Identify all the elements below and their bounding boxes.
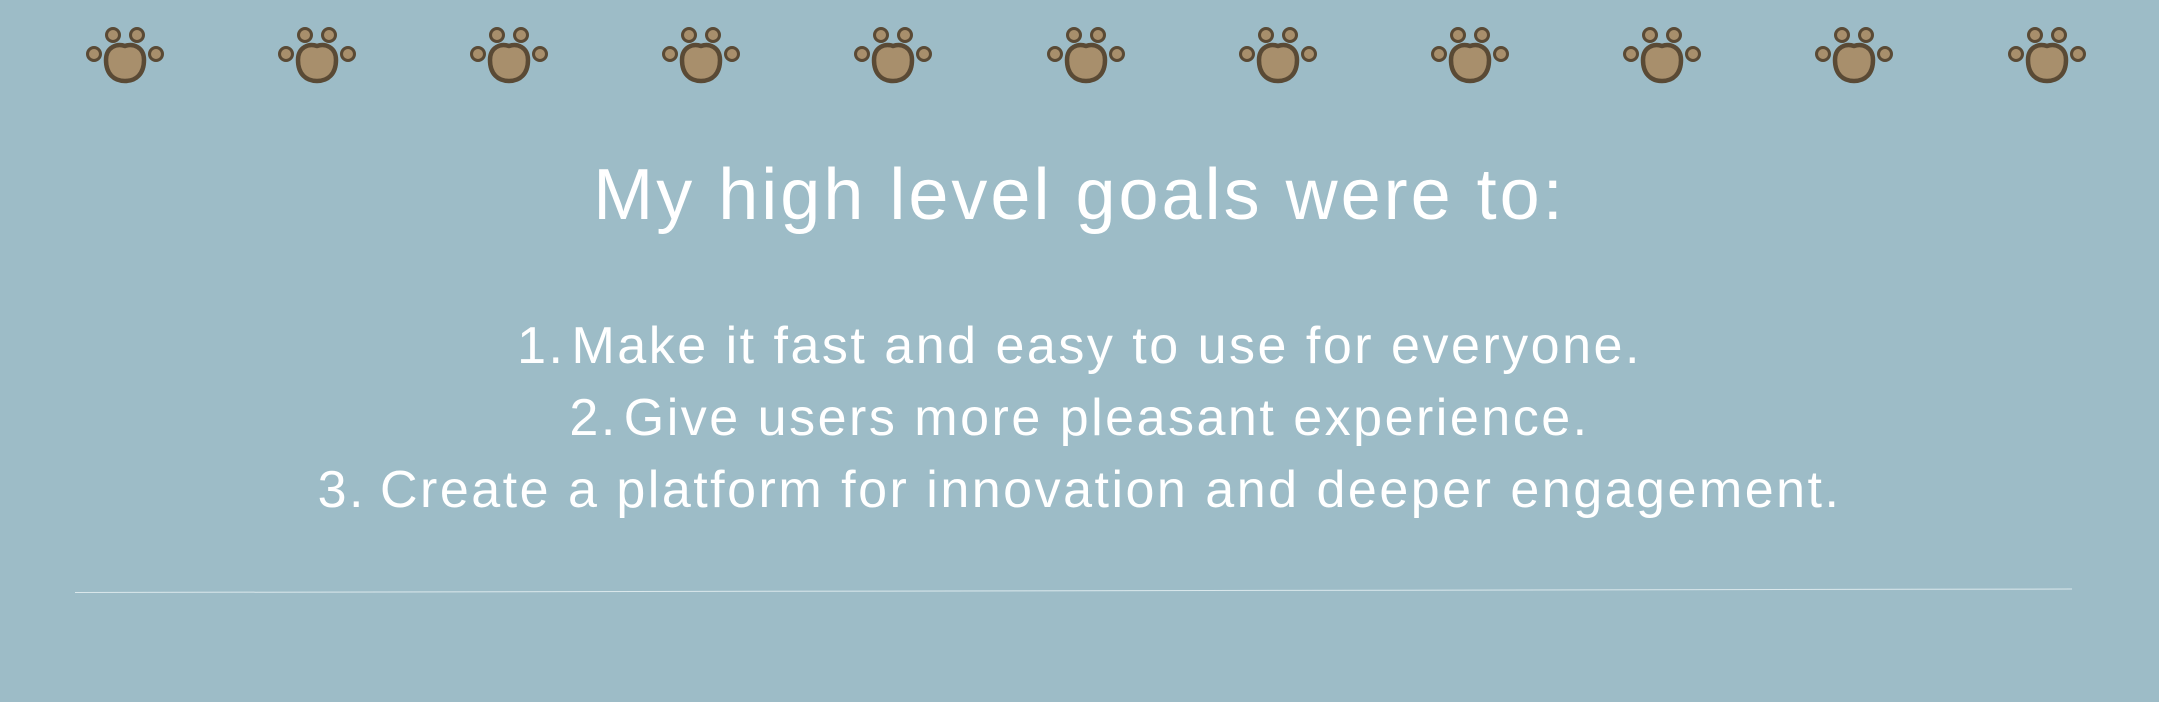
paw-print-icon (1431, 26, 1509, 86)
goals-list: 1. Make it fast and easy to use for every… (0, 310, 2159, 526)
paw-print-icon (1047, 26, 1125, 86)
goal-item: 2. Give users more pleasant experience. (0, 382, 2159, 454)
goal-number: 3. (317, 461, 366, 519)
paw-print-icon (86, 26, 164, 86)
paw-print-icon (854, 26, 932, 86)
goal-number: 1. (517, 317, 566, 375)
divider-line (74, 588, 2072, 593)
paw-print-icon (2008, 26, 2086, 86)
goal-text: Give users more pleasant experience. (623, 389, 1590, 447)
slide-title: My high level goals were to: (593, 155, 1566, 235)
paw-print-icon (662, 26, 740, 86)
goal-item: 3. Create a platform for innovation and d… (0, 454, 2159, 526)
goal-item: 1. Make it fast and easy to use for every… (0, 310, 2159, 382)
paw-print-border (0, 26, 2159, 90)
goal-text: Make it fast and easy to use for everyon… (571, 317, 1642, 375)
paw-print-icon (1623, 26, 1701, 86)
paw-print-icon (278, 26, 356, 86)
paw-print-icon (470, 26, 548, 86)
goal-text: Create a platform for innovation and dee… (379, 461, 1842, 519)
goal-number: 2. (569, 389, 618, 447)
paw-print-icon (1239, 26, 1317, 86)
paw-print-icon (1815, 26, 1893, 86)
